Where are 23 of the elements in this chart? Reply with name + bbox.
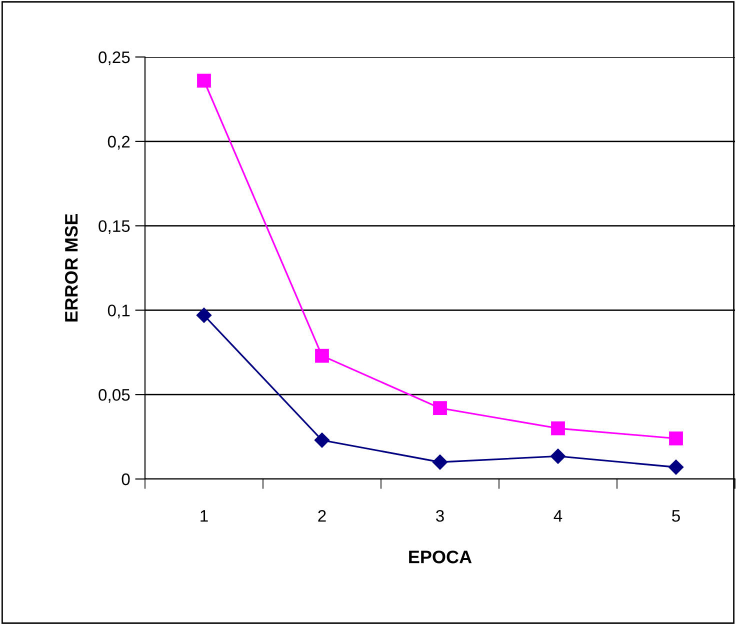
point	[197, 74, 211, 88]
y-axis-title: ERROR MSE	[64, 214, 78, 322]
point	[551, 421, 565, 436]
x-axis-title: EPOCA	[409, 550, 472, 564]
y-tick-label: 0,05	[98, 389, 130, 403]
point	[669, 432, 683, 446]
x-tick-label: 4	[554, 510, 562, 522]
point	[668, 460, 684, 475]
point	[433, 401, 447, 416]
y-tick-label: 0,1	[108, 304, 130, 318]
point	[196, 308, 212, 323]
y-tick-label: 0,25	[98, 51, 130, 66]
x-tick-label: 5	[672, 510, 680, 522]
x-tick-label: 3	[436, 510, 444, 522]
y-tick-label: 0,15	[98, 220, 130, 234]
x-tick-label: 2	[318, 510, 326, 522]
point	[314, 432, 330, 448]
y-tick-label: 0,2	[108, 136, 130, 150]
point	[315, 348, 329, 363]
point	[432, 454, 448, 470]
point	[550, 448, 566, 464]
y-tick-label: 0	[122, 473, 130, 486]
x-tick-label: 1	[200, 510, 208, 522]
